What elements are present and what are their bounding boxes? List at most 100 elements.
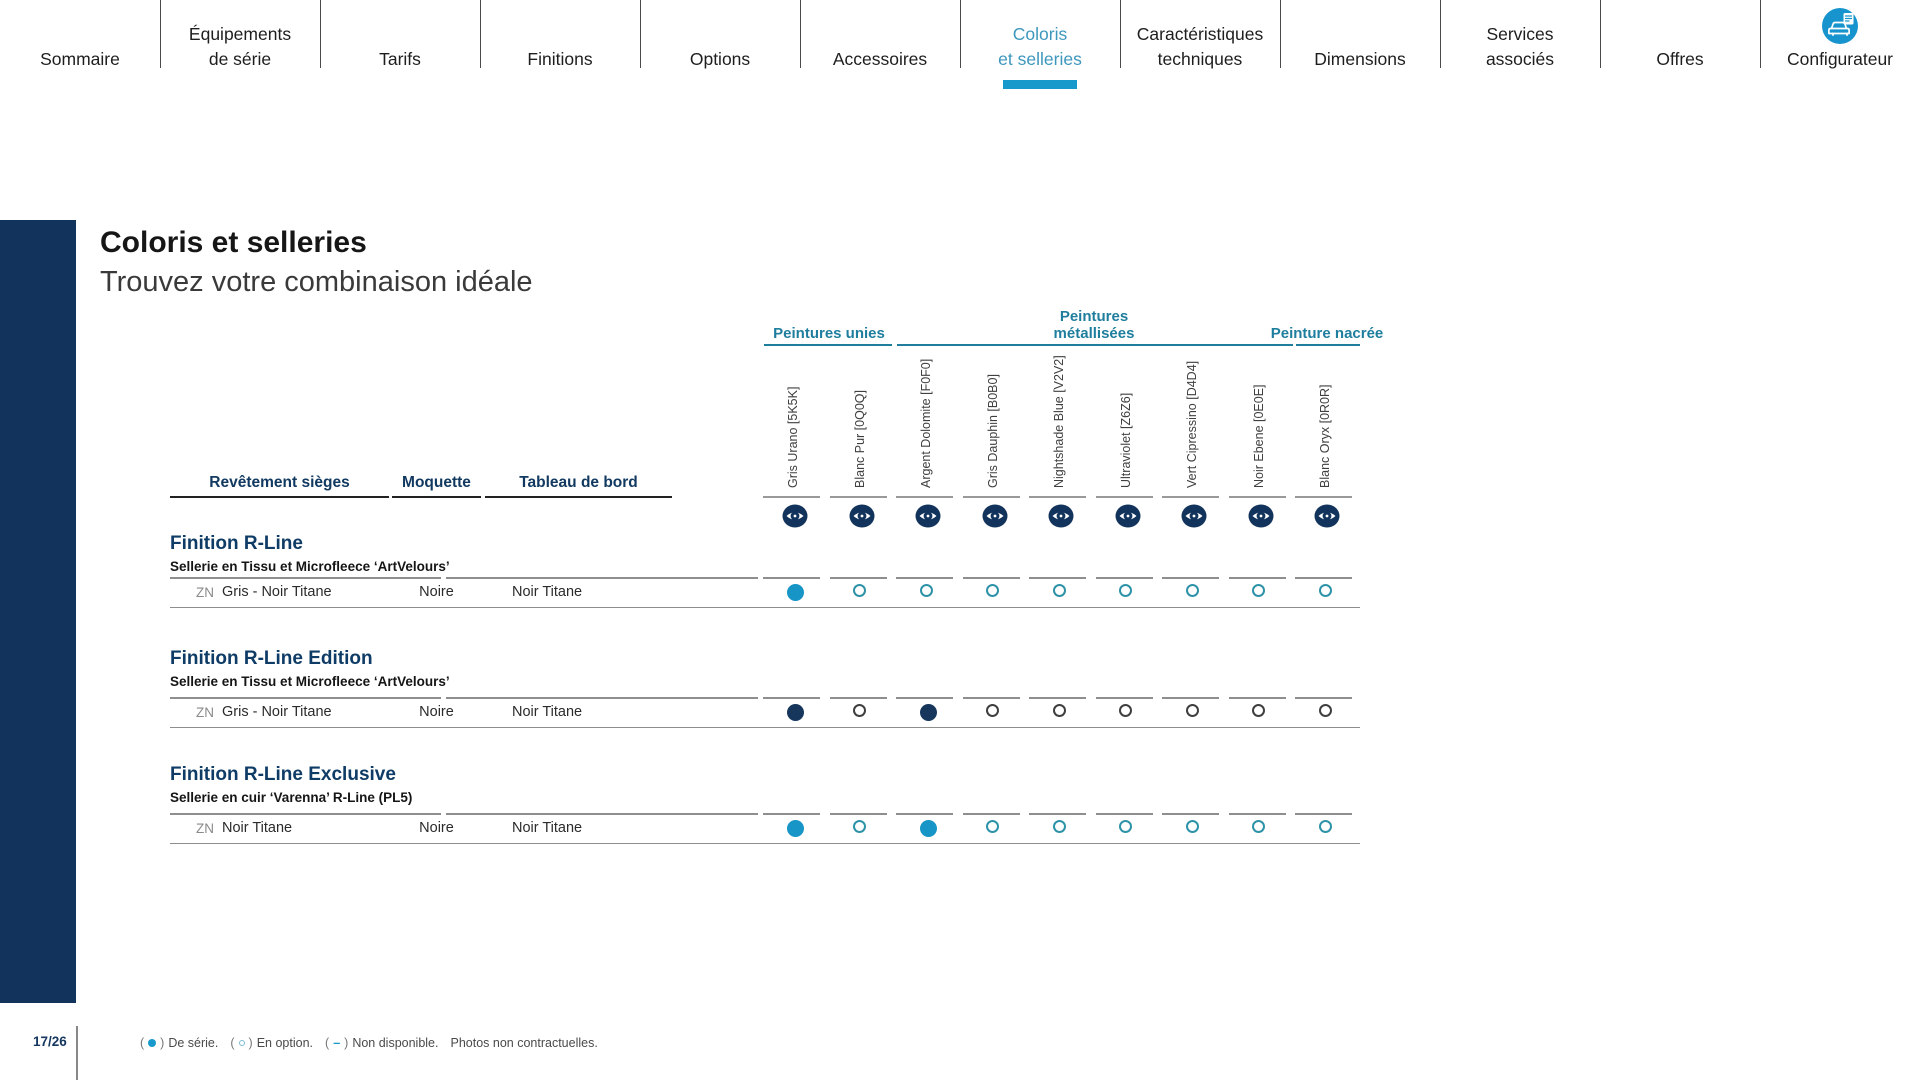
section-title: Finition R-Line <box>170 533 303 554</box>
legend-symbol: ) <box>160 1036 165 1050</box>
nav-divider <box>960 0 961 68</box>
availability-option-dot <box>1119 820 1133 833</box>
tab-tarifs[interactable]: Tarifs <box>320 0 480 78</box>
availability-option-dot <box>853 820 867 833</box>
row-line <box>170 606 1360 608</box>
row-line <box>170 842 1360 844</box>
row-dashboard: Noir Titane <box>512 820 583 836</box>
column-underline <box>1295 496 1352 498</box>
row-line <box>1295 577 1352 579</box>
row-line <box>1228 577 1286 579</box>
tab-label: Finitions <box>527 49 593 69</box>
availability-option-dot <box>1252 820 1266 833</box>
availability-standard-dot <box>786 584 804 601</box>
eye-icon[interactable] <box>1314 504 1340 533</box>
column-underline <box>896 496 953 498</box>
paint-column-label: Vert Cipressino [D4D4] <box>1185 360 1200 488</box>
tab-dimensions[interactable]: Dimensions <box>1280 0 1440 78</box>
paint-column-label: Nightshade Blue [V2V2] <box>1052 355 1067 488</box>
availability-option-dot <box>1252 584 1266 597</box>
eye-icon[interactable] <box>849 504 875 533</box>
row-line <box>763 577 820 579</box>
tab-sommaire[interactable]: Sommaire <box>0 0 160 78</box>
footer-divider <box>76 1026 78 1080</box>
nav-divider <box>1440 0 1441 68</box>
eye-icon[interactable] <box>782 504 808 533</box>
availability-option-dot <box>1052 704 1066 717</box>
tab-configurateur[interactable]: Configurateur <box>1760 0 1920 78</box>
eye-icon[interactable] <box>1048 504 1074 533</box>
tab-accessoires[interactable]: Accessoires <box>800 0 960 78</box>
paint-group-metallisees: Peintures métallisées <box>1053 308 1135 342</box>
row-line <box>1095 813 1153 815</box>
active-tab-underline <box>1003 80 1077 89</box>
tab-caracteristiques-techniques[interactable]: Caractéristiques techniques <box>1120 0 1280 78</box>
tab-label: Tarifs <box>379 49 421 69</box>
availability-option-dot <box>1052 820 1066 833</box>
availability-standard-dot <box>919 820 937 837</box>
tab-offres[interactable]: Offres <box>1600 0 1760 78</box>
nav-divider <box>480 0 481 68</box>
legend-text: Non disponible. <box>352 1036 439 1050</box>
row-line <box>962 813 1020 815</box>
page-title: Coloris et selleries <box>100 226 367 259</box>
row-line <box>896 577 953 579</box>
row-line <box>763 813 820 815</box>
dash-icon: – <box>333 1036 341 1050</box>
side-accent-band <box>0 220 76 1003</box>
eye-icon[interactable] <box>1248 504 1274 533</box>
row-line <box>1162 577 1219 579</box>
eye-icon[interactable] <box>1115 504 1141 533</box>
paint-group-underline <box>1296 344 1360 346</box>
column-underline <box>1095 496 1153 498</box>
tab-options[interactable]: Options <box>640 0 800 78</box>
row-line <box>829 577 887 579</box>
paint-column-label: Gris Urano [5K5K] <box>786 386 801 488</box>
tab-label: Accessoires <box>832 49 928 69</box>
tab-services-associes[interactable]: Services associés <box>1440 0 1600 78</box>
legend-symbol: ) <box>344 1036 349 1050</box>
eye-icon[interactable] <box>982 504 1008 533</box>
paint-column-label: Blanc Oryx [0R0R] <box>1318 384 1333 488</box>
column-underline <box>763 496 820 498</box>
upholstery-row: ZN Gris - Noir Titane Noire Noir Titane <box>0 577 1920 608</box>
row-dashboard: Noir Titane <box>512 704 583 720</box>
row-carpet: Noire <box>419 584 454 600</box>
tab-coloris-et-selleries[interactable]: Coloris et selleries <box>960 0 1120 78</box>
nav-divider <box>160 0 161 68</box>
availability-standard-dot <box>786 704 804 721</box>
section-title: Finition R-Line Edition <box>170 648 373 669</box>
eye-icon[interactable] <box>1181 504 1207 533</box>
availability-option-dot <box>1318 820 1332 833</box>
row-line <box>1095 577 1153 579</box>
row-line <box>1029 577 1086 579</box>
row-line <box>446 813 758 815</box>
row-code: ZN <box>196 585 214 600</box>
availability-standard-dot <box>919 704 937 721</box>
tab-label: Caractéristiques techniques <box>1136 24 1264 69</box>
row-line <box>446 697 758 699</box>
top-navigation: Sommaire Équipements de série Tarifs Finiti… <box>0 0 1920 89</box>
row-line <box>896 813 953 815</box>
eye-icon[interactable] <box>915 504 941 533</box>
section-title: Finition R-Line Exclusive <box>170 764 396 785</box>
availability-option-dot <box>853 584 867 597</box>
row-line <box>962 577 1020 579</box>
row-line <box>896 697 953 699</box>
legend-text: En option. <box>256 1036 314 1050</box>
tab-equipements-de-serie[interactable]: Équipements de série <box>160 0 320 78</box>
availability-option-dot <box>1119 584 1133 597</box>
section-subtitle: Sellerie en Tissu et Microfleece ‘ArtVel… <box>170 674 450 689</box>
filled-dot-icon <box>148 1039 157 1047</box>
header-underline <box>485 496 672 498</box>
tab-label: Offres <box>1656 49 1704 69</box>
tab-finitions[interactable]: Finitions <box>480 0 640 78</box>
nav-divider <box>1280 0 1281 68</box>
paint-group-nacree: Peinture nacrée <box>1270 325 1384 342</box>
availability-option-dot <box>1052 584 1066 597</box>
legend-symbol: ( <box>230 1036 235 1050</box>
row-line <box>1295 813 1352 815</box>
availability-legend: () De série. () En option. (–) Non dispo… <box>140 1036 606 1050</box>
row-line <box>962 697 1020 699</box>
